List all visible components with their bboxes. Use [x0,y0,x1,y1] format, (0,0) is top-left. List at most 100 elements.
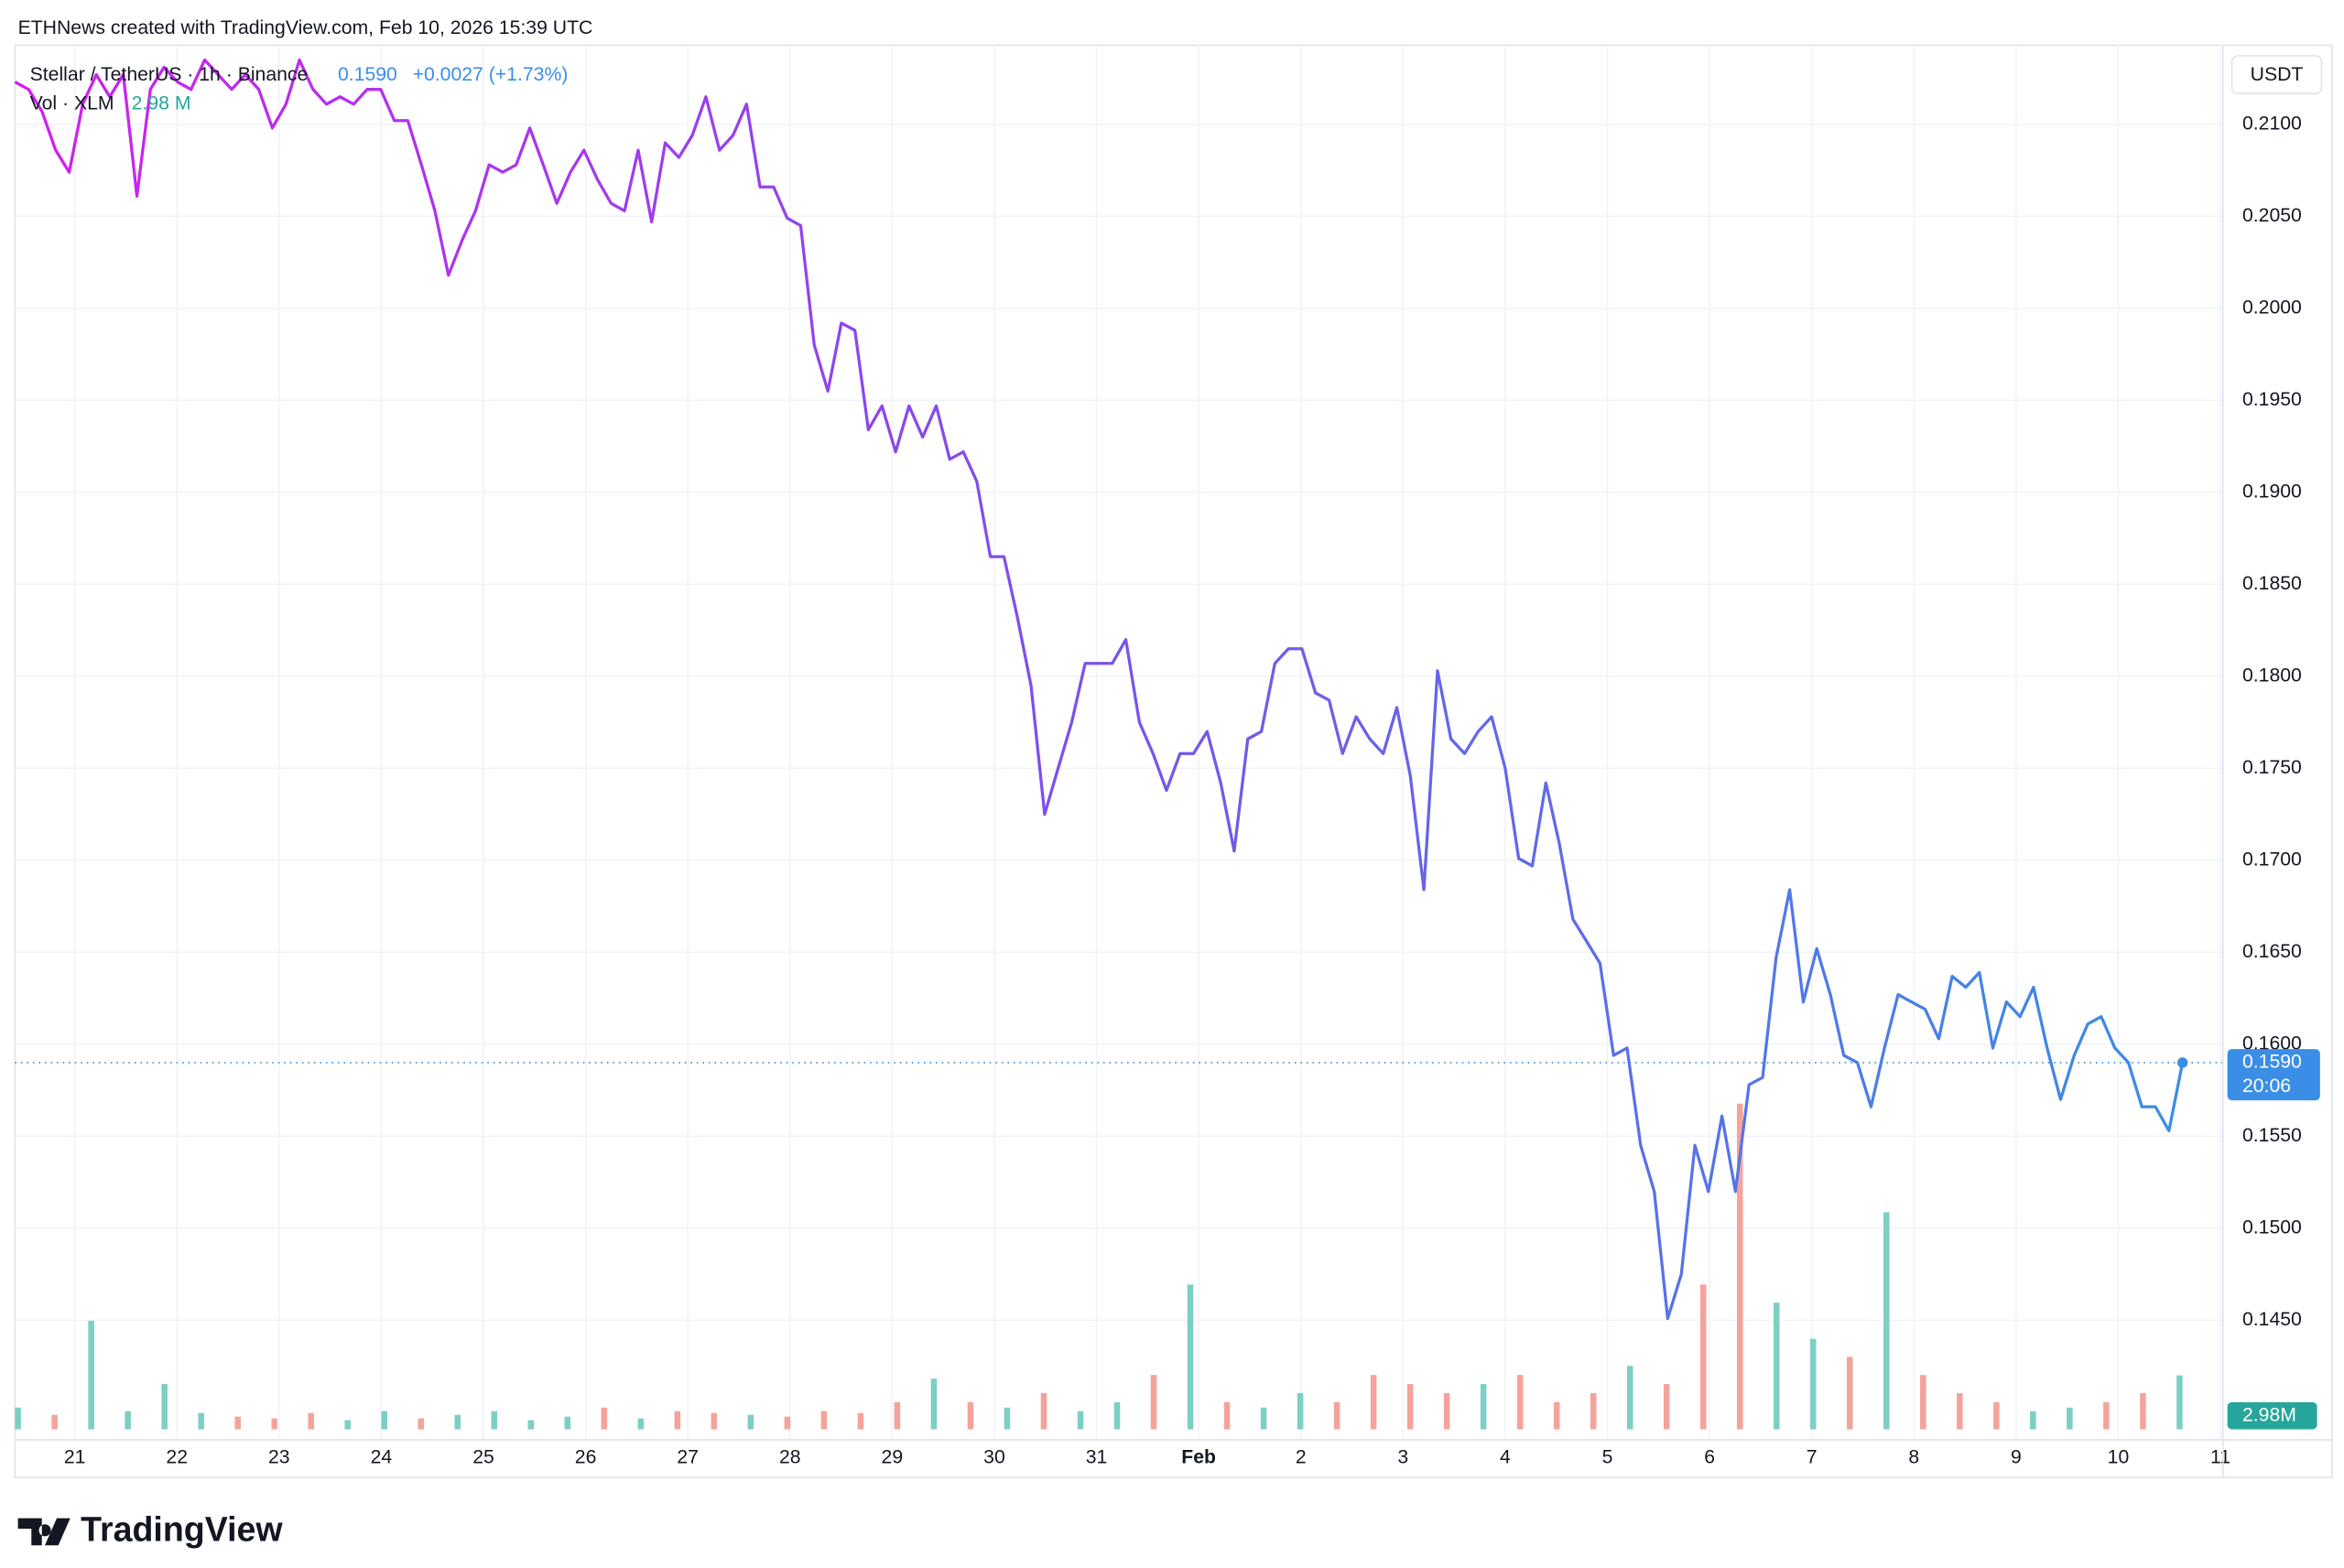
x-tick-label: 9 [2011,1445,2022,1467]
x-tick-label: 29 [882,1445,904,1467]
volume-bar [1406,1384,1414,1430]
volume-bar [1920,1375,1926,1430]
volume-bar [1516,1375,1524,1430]
volume-bar [1077,1411,1084,1430]
volume-bar [1333,1401,1340,1430]
volume-box [2227,1401,2317,1430]
y-tick-label: 0.1500 [2242,1216,2302,1238]
volume-bar [1223,1401,1231,1430]
volume-bar [198,1412,204,1430]
volume-bar [1626,1366,1633,1430]
volume-bar [51,1414,58,1430]
volume-bar [784,1416,791,1430]
volume-bar [894,1401,901,1430]
x-tick-label: 31 [1086,1445,1108,1467]
y-tick-label: 0.2100 [2242,112,2302,134]
x-tick-label: 27 [677,1445,699,1467]
volume-bar [1150,1375,1157,1430]
x-tick-label: 21 [64,1445,86,1467]
volume-bar [967,1401,974,1430]
y-tick-label: 0.1950 [2242,388,2302,410]
volume-bar [857,1412,864,1430]
symbol: Stellar / TetherUS · 1h · Binance [30,63,309,85]
volume-bar [454,1414,461,1430]
volume-bar [2140,1392,2146,1430]
x-tick-label: 2 [1296,1445,1307,1467]
brand: TradingView [81,1509,283,1548]
y-tick-label: 0.1450 [2242,1308,2302,1330]
volume-bar [1187,1284,1194,1430]
logo: TradingView [17,1509,283,1549]
x-tick-label: 3 [1397,1445,1408,1467]
y-tick-label: 0.1550 [2242,1124,2302,1146]
currency-box[interactable] [2230,55,2323,94]
volume-last: 2.98 M [132,92,191,114]
volume-bar [1553,1401,1560,1430]
volume-bar [418,1418,425,1430]
volume-bar [125,1411,131,1430]
volume-bar [344,1420,351,1430]
x-tick-label: 6 [1704,1445,1715,1467]
volume-axis-label: 2.98M [2242,1403,2296,1425]
price-line [14,58,2185,1321]
volume-bar [1480,1384,1487,1430]
volume-bar [2030,1411,2036,1430]
last-price-label: 0.1590 [2242,1051,2302,1073]
volume-bar [601,1407,608,1430]
x-tick-label: 11 [2210,1445,2230,1467]
y-tick-label: 0.1650 [2242,940,2302,962]
x-tick-label: 25 [472,1445,494,1467]
x-tick-label: 24 [371,1445,393,1467]
last-point [2176,1057,2188,1068]
y-tick-label: 0.2000 [2242,296,2302,318]
volume-bar [1370,1375,1377,1430]
x-tick-label: 10 [2108,1445,2130,1467]
volume-bar [674,1411,681,1430]
volume-bar [88,1320,94,1430]
volume-bar [747,1414,754,1430]
x-tick-label: 22 [166,1445,188,1467]
x-tick-label: Feb [1181,1445,1216,1467]
volume-bar [271,1418,277,1430]
volume-bar [2176,1375,2183,1430]
x-tick-label: 4 [1500,1445,1511,1467]
volume-bar [1773,1303,1780,1430]
volume-bar [1957,1392,1963,1430]
x-tick-label: 28 [779,1445,801,1467]
last-price: 0.1590 [338,63,397,85]
volume-bar [381,1411,387,1430]
volume-bar [711,1412,718,1430]
volume-bar [161,1384,168,1430]
volume-bar [15,1407,21,1430]
x-tick-label: 26 [575,1445,597,1467]
volume-bar [1260,1407,1267,1430]
volume-bar [2103,1401,2110,1430]
volume-bar [1736,1103,1743,1430]
volume-bar [2067,1407,2073,1430]
currency[interactable]: USDT [2251,63,2304,85]
volume-bar [1883,1212,1890,1430]
change: +0.0027 (+1.73%) [413,63,569,85]
volume-bar [308,1412,314,1430]
logo-icon [17,1518,71,1546]
last-price-box [2227,1049,2320,1101]
credit: ETHNews created with TradingView.com, Fe… [18,16,593,38]
x-tick-label: 23 [268,1445,290,1467]
x-tick-label: 30 [983,1445,1005,1467]
x-tick-label: 5 [1602,1445,1613,1467]
y-tick-label: 0.1850 [2242,572,2302,594]
volume-name: Vol · XLM [30,92,114,114]
volume-bar [1590,1392,1597,1430]
y-tick-label: 0.1700 [2242,848,2302,870]
volume-bar [491,1411,498,1430]
volume-bar [234,1416,241,1430]
volume-bar [1810,1338,1817,1430]
volume-bar [1040,1392,1047,1430]
volume-bar [1663,1384,1670,1430]
frame [14,44,2333,1478]
volume-bar [1847,1357,1853,1430]
volume-bar [820,1411,828,1430]
x-tick-label: 7 [1807,1445,1818,1467]
